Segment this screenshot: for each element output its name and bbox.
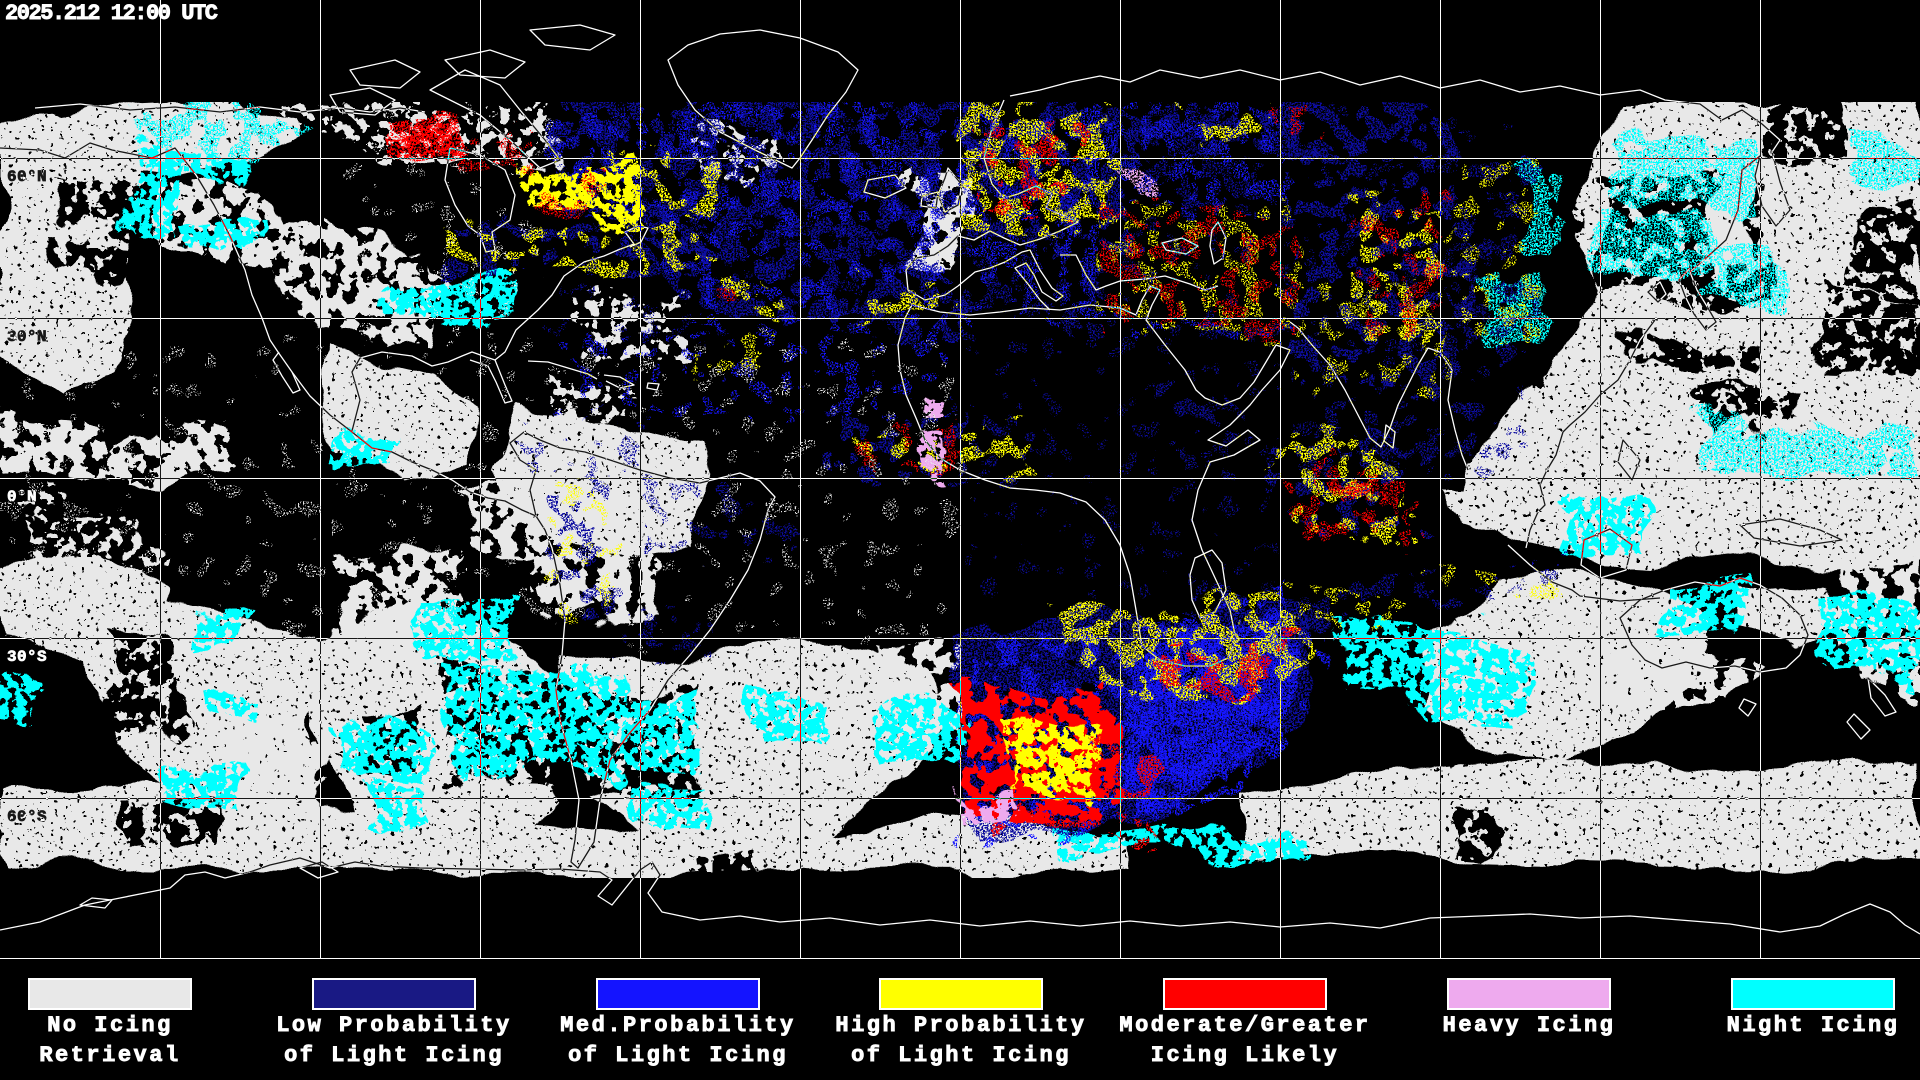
- svg-text:0°N: 0°N: [7, 488, 37, 506]
- svg-text:Low Probability: Low Probability: [276, 1013, 512, 1038]
- svg-text:Icing Likely: Icing Likely: [1151, 1043, 1339, 1068]
- svg-text:30°N: 30°N: [7, 328, 47, 346]
- svg-text:Med.Probability: Med.Probability: [560, 1013, 796, 1038]
- svg-text:of Light Icing: of Light Icing: [568, 1043, 788, 1068]
- svg-text:High Probability: High Probability: [835, 1013, 1086, 1038]
- svg-text:30°S: 30°S: [7, 648, 47, 666]
- svg-text:2025.212 12:00 UTC: 2025.212 12:00 UTC: [5, 1, 218, 26]
- svg-text:Retrieval: Retrieval: [39, 1043, 180, 1068]
- svg-text:Night Icing: Night Icing: [1727, 1013, 1900, 1038]
- svg-text:Heavy Icing: Heavy Icing: [1443, 1013, 1616, 1038]
- svg-text:No Icing: No Icing: [47, 1013, 173, 1038]
- svg-text:60°S: 60°S: [7, 808, 47, 826]
- svg-text:of Light Icing: of Light Icing: [851, 1043, 1071, 1068]
- svg-text:of Light Icing: of Light Icing: [284, 1043, 504, 1068]
- svg-text:Moderate/Greater: Moderate/Greater: [1119, 1013, 1370, 1038]
- svg-text:60°N: 60°N: [7, 168, 47, 186]
